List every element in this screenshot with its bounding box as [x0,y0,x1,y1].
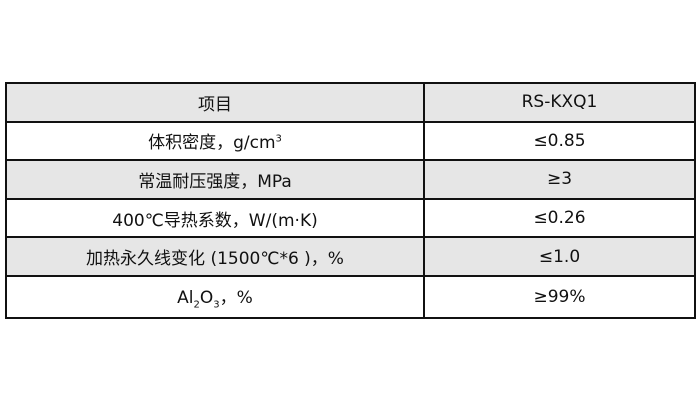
table-row: 加热永久线变化 (1500℃*6 )，% ≤1.0 [5,236,696,277]
row-value: ≤0.85 [423,120,696,162]
row-item: Al2O3，% [5,274,425,320]
row-item: 加热永久线变化 (1500℃*6 )，% [5,236,425,277]
item-text: 体积密度，g/cm [148,133,276,154]
row-value: ≤1.0 [423,236,696,277]
subscript: 2 [193,299,200,311]
table-row: 400℃导热系数，W/(m·K) ≤0.26 [5,197,696,239]
row-item: 常温耐压强度，MPa [5,159,425,200]
table-row: 体积密度，g/cm3 ≤0.85 [5,120,696,162]
header-item: 项目 [5,82,425,123]
table-row: Al2O3，% ≥99% [5,274,696,320]
item-text: Al [177,288,194,309]
properties-table: 项目 RS-KXQ1 体积密度，g/cm3 ≤0.85 常温耐压强度，MPa ≥… [5,82,696,320]
item-text: ，% [219,288,253,309]
row-value: ≥3 [423,159,696,200]
table-row: 常温耐压强度，MPa ≥3 [5,159,696,200]
item-text: O [199,288,214,309]
row-value: ≤0.26 [423,197,696,239]
row-value: ≥99% [423,274,696,320]
header-model: RS-KXQ1 [423,82,696,123]
row-item: 体积密度，g/cm3 [5,120,425,162]
table-header-row: 项目 RS-KXQ1 [5,82,696,123]
row-item: 400℃导热系数，W/(m·K) [5,197,425,239]
superscript: 3 [275,133,282,145]
subscript: 3 [213,299,220,311]
